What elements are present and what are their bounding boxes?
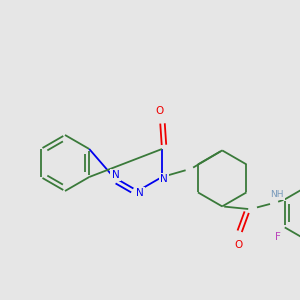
Text: N: N	[112, 170, 119, 180]
Text: N: N	[136, 188, 144, 198]
Text: N: N	[160, 174, 168, 184]
Text: NH: NH	[270, 190, 284, 199]
Text: O: O	[234, 240, 242, 250]
Text: F: F	[275, 232, 281, 242]
Text: O: O	[156, 106, 164, 116]
